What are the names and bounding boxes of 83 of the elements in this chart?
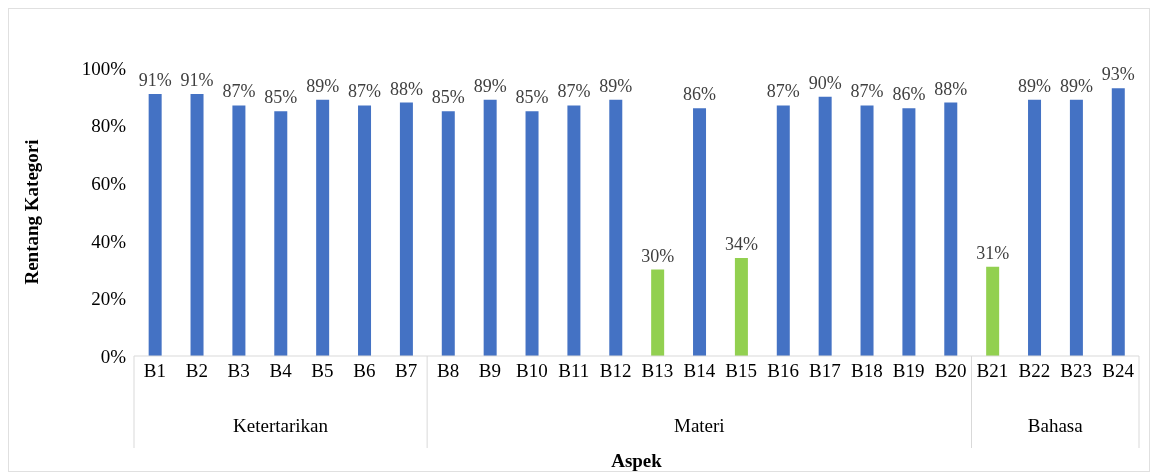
y-axis-title: Rentang Kategori (20, 139, 42, 285)
y-tick-label: 80% (91, 115, 127, 137)
y-tick-label: 20% (91, 288, 127, 310)
bar (902, 108, 916, 356)
x-tick-label: B18 (850, 360, 883, 382)
data-label: 31% (976, 242, 1010, 263)
x-tick-label: B8 (436, 360, 460, 382)
bar (860, 105, 874, 356)
bar (818, 96, 832, 356)
x-tick-label: B6 (353, 360, 376, 382)
x-tick-label: B19 (892, 360, 925, 382)
data-label: 89% (1018, 75, 1052, 96)
bar (944, 102, 958, 356)
x-tick-label: B2 (185, 360, 208, 382)
data-label: 93% (1101, 64, 1135, 85)
x-tick-label: B15 (725, 360, 758, 382)
bar (358, 105, 372, 356)
data-label: 86% (892, 84, 926, 105)
x-tick-label: B3 (227, 360, 250, 382)
data-label: 87% (348, 81, 382, 102)
data-label: 87% (222, 81, 256, 102)
bar (441, 111, 455, 356)
x-tick-label: B4 (269, 360, 293, 382)
y-tick-label: 0% (100, 345, 127, 367)
x-tick-label: B24 (1102, 360, 1135, 382)
data-label: 34% (724, 234, 758, 255)
data-label: 89% (1059, 75, 1093, 96)
bar (483, 99, 497, 356)
bar (693, 108, 707, 356)
bar (274, 111, 288, 356)
bar (1028, 99, 1042, 356)
x-tick-label: B23 (1060, 360, 1093, 382)
bar (525, 111, 539, 356)
data-label: 88% (934, 78, 968, 99)
data-label: 87% (766, 81, 800, 102)
bar (190, 93, 204, 356)
bar (567, 105, 581, 356)
x-tick-label: B21 (976, 360, 1009, 382)
x-tick-label: B22 (1018, 360, 1051, 382)
text: Materi (673, 415, 725, 436)
text: Ketertarikan (233, 415, 329, 436)
x-tick-label: B5 (311, 360, 334, 382)
data-label: 91% (180, 69, 214, 90)
y-tick-label: 100% (81, 57, 127, 79)
data-label: 85% (515, 87, 549, 108)
data-label: 86% (683, 84, 717, 105)
x-tick-label: B1 (143, 360, 167, 382)
x-tick-label: B12 (599, 360, 632, 382)
x-tick-label: B11 (558, 360, 590, 382)
bar (232, 105, 246, 356)
x-axis-title: Aspek (611, 450, 663, 471)
text: Bahasa (1027, 415, 1084, 436)
x-tick-label: B7 (395, 360, 418, 382)
bar (1111, 88, 1125, 356)
bar (734, 258, 748, 356)
data-label: 87% (850, 81, 884, 102)
bar (776, 105, 790, 356)
data-label: 85% (431, 87, 465, 108)
x-tick-label: B9 (478, 360, 502, 382)
data-label: 85% (264, 87, 298, 108)
x-tick-label: B17 (809, 360, 841, 382)
data-label: 89% (599, 75, 633, 96)
data-label: 30% (641, 245, 675, 266)
bar (651, 269, 665, 356)
bar (316, 99, 330, 356)
bar (986, 266, 1000, 356)
data-label: 90% (808, 72, 842, 93)
data-label: 89% (473, 75, 507, 96)
x-tick-label: B20 (934, 360, 967, 382)
data-label: 91% (138, 69, 172, 90)
x-tick-label: B16 (767, 360, 799, 382)
bar (399, 102, 413, 356)
data-label: 89% (306, 75, 340, 96)
x-tick-label: B10 (515, 360, 548, 382)
x-tick-label: B13 (641, 360, 674, 382)
data-label: 88% (389, 78, 423, 99)
y-tick-label: 60% (91, 172, 127, 194)
data-label: 87% (557, 81, 591, 102)
bar (1069, 99, 1083, 356)
bar (148, 93, 162, 356)
y-tick-label: 40% (91, 230, 127, 252)
x-tick-label: B14 (683, 360, 716, 382)
bar (609, 99, 623, 356)
